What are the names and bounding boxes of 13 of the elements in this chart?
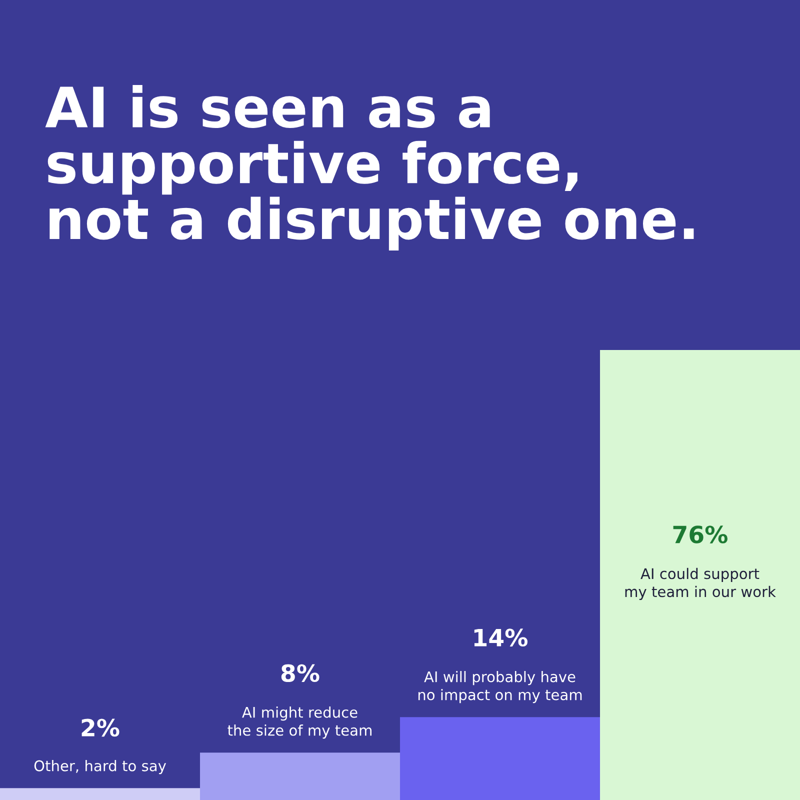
bar [200, 752, 400, 800]
chart-title: AI is seen as a supportive force, not a disruptive one. [45, 85, 694, 251]
bar [600, 350, 800, 800]
bar [0, 788, 200, 800]
data-label: 2% [82, 718, 120, 737]
data-label: 76% [673, 526, 728, 544]
data-label: 14% [474, 628, 528, 647]
x-tick-label: AI will probably have no impact on my team [418, 671, 582, 704]
x-tick-label: AI could support my team in our work [625, 568, 776, 600]
data-label: 8% [281, 664, 320, 682]
x-tick-label: AI might reduce the size of my team [228, 706, 372, 739]
bar [400, 717, 600, 800]
x-tick-label: Other, hard to say [34, 760, 166, 774]
